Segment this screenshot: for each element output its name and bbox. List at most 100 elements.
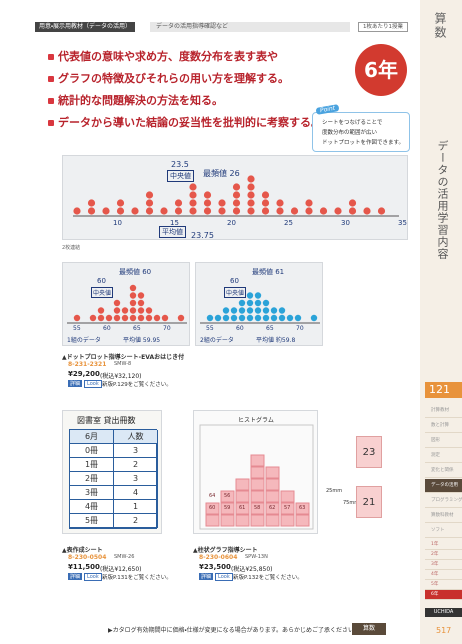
side-menu-item: プログラミング	[425, 494, 462, 508]
side-menu-item: データの活用	[425, 479, 462, 493]
side-menu-item: ソフト	[425, 524, 462, 538]
dot	[222, 314, 230, 322]
cell	[295, 502, 310, 515]
cell	[280, 502, 295, 515]
sidebar	[420, 0, 462, 644]
product-look: Look	[84, 573, 102, 581]
dot	[232, 199, 241, 207]
median-value: 60	[230, 277, 239, 285]
product-model: SMW-26	[114, 554, 135, 560]
objective-bullet	[48, 76, 54, 82]
dim-label: 25mm	[326, 488, 343, 494]
card: 23	[356, 436, 382, 468]
axis-label: 30	[341, 219, 350, 227]
cell	[235, 514, 250, 527]
dot	[232, 191, 241, 199]
histogram-cell: 60	[209, 505, 216, 511]
point-bubble	[312, 112, 410, 152]
product-ref: 新版P.131をご覧ください。	[102, 575, 172, 581]
photo-main: 10 15 20 25 30 35 23.5 中央値 最頻値 26 平均値 23.75	[62, 155, 408, 240]
dot	[230, 307, 238, 314]
product-tax-price: (税込¥32,120)	[100, 373, 142, 380]
mode: 最頻値 26	[203, 169, 240, 178]
cell	[250, 514, 265, 527]
dot	[261, 207, 270, 215]
dot	[174, 207, 183, 215]
median-value: 60	[97, 277, 106, 285]
cell	[250, 502, 265, 515]
product-code: 8-231-2321	[68, 361, 107, 368]
dot	[145, 191, 154, 199]
dot	[246, 299, 254, 307]
footer-notice: ▶カタログ有効期間中に価格・仕様が変更になる場合があります。あらかじめご了承くだ…	[108, 627, 361, 634]
dot	[310, 314, 318, 322]
dot	[189, 199, 197, 207]
photo-photo_class1: 55 60 65 70 最頻値 60 60 中央値 1組のデータ 平均値 59.95	[62, 262, 190, 346]
dot	[87, 207, 96, 215]
dim-label: 75mm	[343, 500, 360, 506]
table-cell: 3	[114, 444, 158, 458]
product-tax-price: (税込¥12,650)	[100, 566, 142, 573]
product-detail: 詳細	[68, 573, 83, 580]
cell	[265, 478, 280, 491]
table-cell: 3冊	[70, 486, 114, 500]
dot	[262, 299, 270, 307]
dot	[116, 199, 125, 207]
footer-tab: 算数	[352, 623, 386, 635]
cell	[235, 478, 250, 491]
dot	[246, 292, 254, 299]
dot	[113, 307, 121, 314]
dot	[145, 314, 153, 322]
cell	[265, 490, 280, 503]
dot	[262, 307, 270, 314]
side-menu-item: 変化と関係	[425, 464, 462, 478]
median: 中央値	[167, 170, 194, 182]
cell	[280, 490, 295, 503]
dot	[174, 199, 183, 207]
dot	[276, 199, 284, 207]
dot	[89, 314, 97, 322]
dot	[105, 314, 113, 322]
product-code: 8-230-0504	[68, 554, 107, 561]
product-detail: 詳細	[199, 573, 214, 580]
dot	[278, 314, 286, 322]
axis-label: 60	[103, 325, 111, 332]
dot	[218, 199, 226, 207]
dot	[246, 314, 254, 322]
dot	[97, 314, 105, 322]
objective: 統計的な問題解決の方法を知る。	[58, 94, 223, 107]
histogram-cell: 63	[299, 505, 306, 511]
cell	[205, 502, 220, 515]
cell	[235, 502, 250, 515]
dot	[189, 207, 197, 215]
dot	[230, 314, 238, 322]
header-badge: 1枚あたり1授業	[358, 22, 408, 32]
dot	[276, 207, 284, 215]
cell	[250, 490, 265, 503]
axis-label: 60	[236, 325, 244, 332]
header-subtitle: データの活用指導確認など	[150, 22, 350, 32]
dot	[348, 207, 357, 215]
side-grade: 6年	[425, 590, 462, 600]
product-ref: 新版P.129をご覧ください。	[102, 382, 172, 388]
mode: 最頻値 61	[252, 268, 285, 276]
group: 2組のデータ	[200, 337, 234, 344]
product-model: SMW-8	[114, 361, 132, 367]
dot	[232, 207, 241, 215]
dot	[254, 314, 262, 322]
dot	[290, 207, 299, 215]
dot	[238, 299, 246, 307]
axis-label: 15	[170, 219, 179, 227]
objective: 代表値の意味や求め方、度数分布を表す表や	[58, 50, 278, 63]
dot	[137, 299, 145, 307]
histogram-cell: 57	[284, 505, 291, 511]
dot	[254, 307, 262, 314]
dot	[246, 307, 254, 314]
product-look: Look	[215, 573, 233, 581]
dot	[189, 183, 197, 191]
axis-label: 55	[73, 325, 81, 332]
dot	[129, 284, 137, 292]
side-section: データの活用学習内容	[436, 140, 449, 260]
side-brand: UCHIDA	[425, 608, 462, 617]
